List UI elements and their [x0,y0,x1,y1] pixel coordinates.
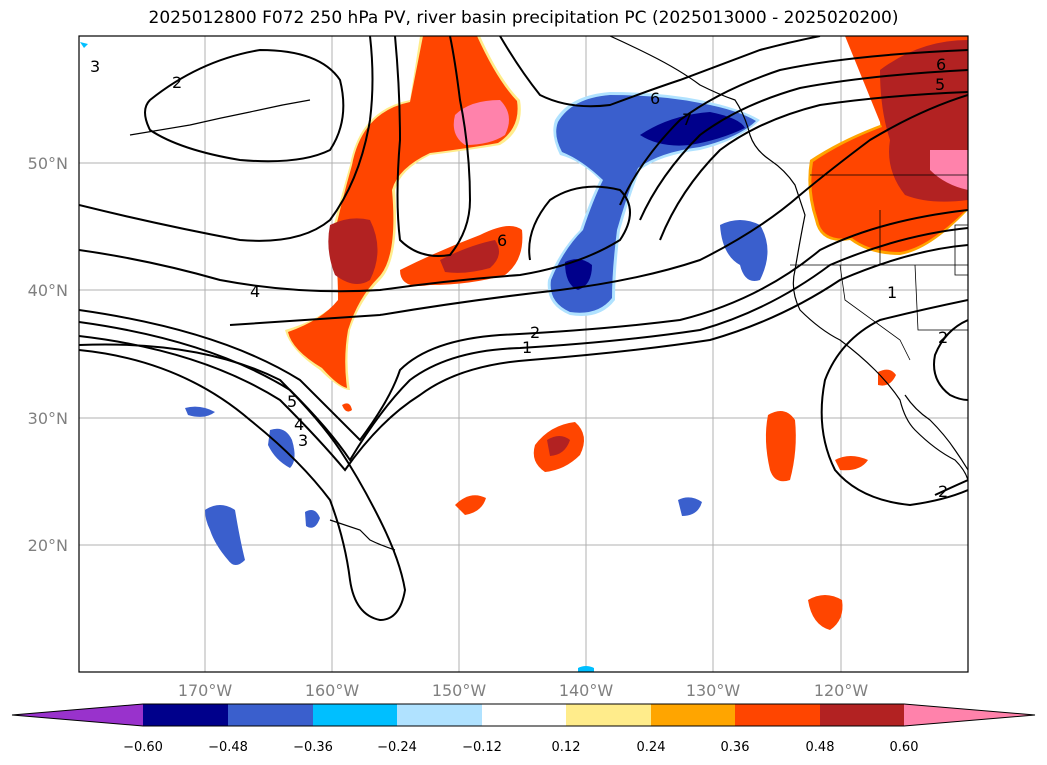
colorbar-segment [482,704,566,726]
contour-label: 6 [936,55,946,74]
coastlines [129,36,968,551]
contour-label: 2 [530,323,540,342]
map-title: 2025012800 F072 250 hPa PV, river basin … [148,8,899,28]
lon-label: 120°W [814,681,869,700]
contour-label: 4 [294,415,304,434]
colorbar-segment [397,704,482,726]
colorbar-tick-label: 0.36 [721,740,750,755]
lon-label: 130°W [686,681,741,700]
contour-label: 5 [287,392,297,411]
contour-label: 3 [298,431,308,450]
lat-label: 40°N [28,281,68,300]
lon-label: 170°W [178,681,233,700]
lon-label: 150°W [432,681,487,700]
colorbar-segment [820,704,904,726]
colorbar-segment [651,704,735,726]
longitude-labels: 170°W 160°W 150°W 140°W 130°W 120°W [178,681,869,700]
negative-anomaly-regions [80,42,768,672]
positive-anomaly-regions [285,36,968,630]
contour-label: 5 [935,75,945,94]
contour-label: 6 [650,89,660,108]
colorbar-tick-label: −0.48 [208,740,248,755]
colorbar-segment [566,704,651,726]
colorbar-tick-label: 0.12 [552,740,581,755]
contour-labels: 3 2 6 5 6 4 6 7 2 1 5 4 3 1 2 2 [90,55,948,501]
contour-label: 2 [172,73,182,92]
lat-label: 30°N [28,409,68,428]
colorbar-tick-label: 0.60 [890,740,919,755]
colorbar-outline [11,703,1036,727]
contour-label: 4 [250,282,260,301]
contour-label: 2 [938,328,948,347]
colorbar-segment [313,704,397,726]
lon-label: 160°W [305,681,360,700]
contour-label: 2 [938,482,948,501]
colorbar-tick-label: −0.36 [293,740,333,755]
colorbar-segment [228,704,313,726]
contour-label: 3 [90,57,100,76]
pv-contours [79,36,968,622]
colorbar-tick-label: −0.12 [462,740,502,755]
colorbar-tick-label: 0.24 [637,740,666,755]
contour-label: 7 [682,110,692,129]
colorbar-tick-label: −0.24 [377,740,417,755]
lat-label: 50°N [28,154,68,173]
lon-label: 140°W [559,681,614,700]
colorbar-tick-label: −0.60 [123,740,163,755]
latitude-labels: 50°N 40°N 30°N 20°N [28,154,68,555]
map-frame [78,35,969,673]
colorbar [11,703,1036,727]
colorbar-tick-label: 0.48 [806,740,835,755]
contour-label: 1 [887,283,897,302]
lat-label: 20°N [28,536,68,555]
colorbar-segment [735,704,820,726]
colorbar-segment [143,704,228,726]
colorbar-low-extension [12,704,143,726]
colorbar-high-extension [904,704,1035,726]
contour-label: 1 [522,338,532,357]
contour-label: 6 [497,231,507,250]
colorbar-ticks: −0.60 −0.48 −0.36 −0.24 −0.12 0.12 0.24 … [123,740,918,755]
